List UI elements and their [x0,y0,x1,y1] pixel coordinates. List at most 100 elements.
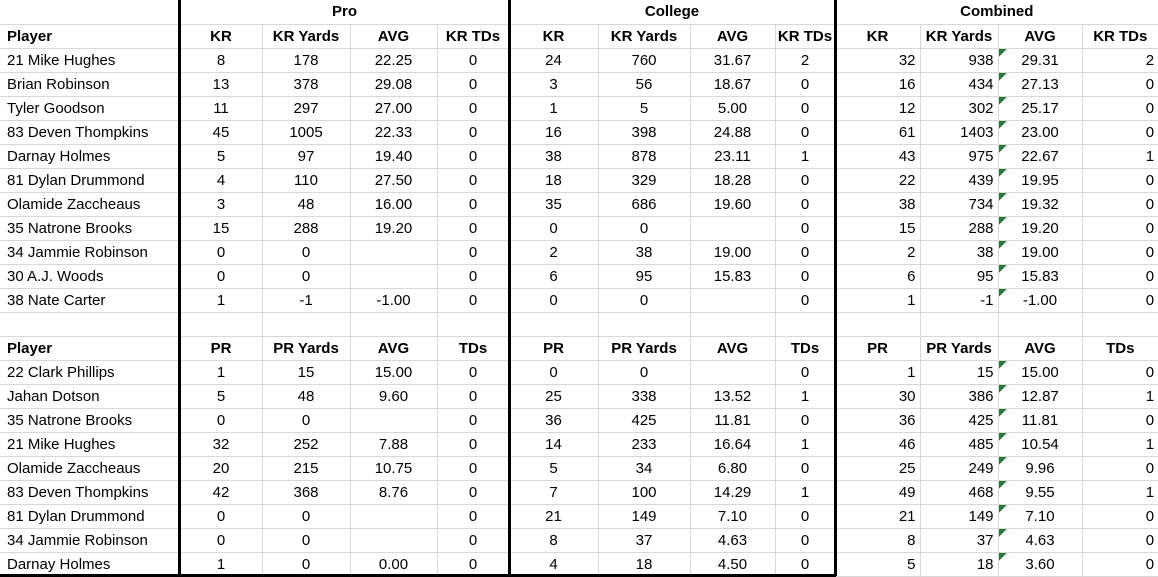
stat-cell[interactable]: 0 [437,552,510,577]
stat-cell[interactable]: 0 [262,240,351,265]
stat-cell[interactable]: 16.64 [690,432,776,457]
stat-cell[interactable]: 0 [598,360,691,385]
stat-cell[interactable]: 4 [180,168,263,193]
stat-cell[interactable]: 0 [1082,96,1158,121]
stat-cell[interactable]: 29.31 [998,48,1083,73]
stat-cell[interactable]: 34 [598,456,691,481]
stat-cell[interactable]: 0 [1082,264,1158,289]
stat-cell[interactable]: 4 [509,552,599,577]
column-header-combined-avg[interactable]: AVG [998,336,1083,361]
stat-cell[interactable]: 0 [1082,456,1158,481]
stat-cell[interactable]: 19.00 [998,240,1083,265]
column-header-combined-kr-tds[interactable]: KR TDs [1082,24,1158,49]
stat-cell[interactable]: 0 [437,504,510,529]
stat-cell[interactable]: 0 [1082,216,1158,241]
stat-cell[interactable]: 0 [437,216,510,241]
column-header-combined-pr[interactable]: PR [835,336,921,361]
stat-cell[interactable]: 15.83 [998,264,1083,289]
stat-cell[interactable]: 0.00 [350,552,438,577]
column-header-college-kr[interactable]: KR [509,24,599,49]
stat-cell[interactable]: 149 [920,504,999,529]
player-name-cell[interactable]: 35 Natrone Brooks [0,408,181,433]
stat-cell[interactable]: 15 [262,360,351,385]
stat-cell[interactable]: 0 [437,192,510,217]
stat-cell[interactable]: 46 [835,432,921,457]
stat-cell[interactable]: 0 [509,288,599,313]
stat-cell[interactable]: 4.63 [998,528,1083,553]
blank-cell[interactable] [835,312,921,337]
stat-cell[interactable]: 0 [437,432,510,457]
stat-cell[interactable]: 4.63 [690,528,776,553]
stat-cell[interactable] [690,288,776,313]
column-header-college-pr-yards[interactable]: PR Yards [598,336,691,361]
stat-cell[interactable]: 0 [775,552,836,577]
stat-cell[interactable]: 37 [920,528,999,553]
stat-cell[interactable]: 11 [180,96,263,121]
stat-cell[interactable]: 760 [598,48,691,73]
stat-cell[interactable]: 178 [262,48,351,73]
blank-cell[interactable] [180,312,263,337]
stat-cell[interactable]: 5.00 [690,96,776,121]
stat-cell[interactable]: 18.28 [690,168,776,193]
player-name-cell[interactable]: Tyler Goodson [0,96,181,121]
stat-cell[interactable] [690,360,776,385]
stat-cell[interactable]: 27.50 [350,168,438,193]
stat-cell[interactable]: 338 [598,384,691,409]
stat-cell[interactable]: 0 [775,192,836,217]
stat-cell[interactable]: 12.87 [998,384,1083,409]
column-header-pro-kr-tds[interactable]: KR TDs [437,24,510,49]
stat-cell[interactable]: 1 [509,96,599,121]
stat-cell[interactable]: 30 [835,384,921,409]
stat-cell[interactable]: 878 [598,144,691,169]
stat-cell[interactable]: 734 [920,192,999,217]
stat-cell[interactable]: 19.60 [690,192,776,217]
column-header-college-avg[interactable]: AVG [690,336,776,361]
stat-cell[interactable]: 439 [920,168,999,193]
stat-cell[interactable]: 22.25 [350,48,438,73]
stat-cell[interactable]: 686 [598,192,691,217]
stat-cell[interactable]: 38 [920,240,999,265]
player-name-cell[interactable]: Olamide Zaccheaus [0,456,181,481]
stat-cell[interactable]: 0 [262,552,351,577]
stat-cell[interactable]: 368 [262,480,351,505]
stat-cell[interactable]: 1 [1082,144,1158,169]
column-header-college-tds[interactable]: TDs [775,336,836,361]
stat-cell[interactable]: 1 [775,480,836,505]
stat-cell[interactable]: 6 [509,264,599,289]
stat-cell[interactable]: 1 [775,384,836,409]
stat-cell[interactable]: 6 [835,264,921,289]
stat-cell[interactable]: 0 [1082,552,1158,577]
stat-cell[interactable]: 1403 [920,120,999,145]
stat-cell[interactable]: 233 [598,432,691,457]
stat-cell[interactable]: 0 [437,120,510,145]
stat-cell[interactable]: 0 [775,96,836,121]
stat-cell[interactable]: 15.00 [998,360,1083,385]
player-name-cell[interactable]: Darnay Holmes [0,144,181,169]
column-header-combined-avg[interactable]: AVG [998,24,1083,49]
stat-cell[interactable]: 0 [262,504,351,529]
stat-cell[interactable]: 23.00 [998,120,1083,145]
stat-cell[interactable]: 11.81 [998,408,1083,433]
stat-cell[interactable]: 215 [262,456,351,481]
stat-cell[interactable]: 938 [920,48,999,73]
stat-cell[interactable]: 329 [598,168,691,193]
stat-cell[interactable]: 1 [180,288,263,313]
stat-cell[interactable]: 2 [835,240,921,265]
stat-cell[interactable]: 22.67 [998,144,1083,169]
stat-cell[interactable]: 1 [180,360,263,385]
stat-cell[interactable]: 25 [835,456,921,481]
stat-cell[interactable]: 27.13 [998,72,1083,97]
stat-cell[interactable]: 0 [437,384,510,409]
player-name-cell[interactable]: 21 Mike Hughes [0,432,181,457]
stat-cell[interactable]: 288 [262,216,351,241]
stat-cell[interactable]: 21 [509,504,599,529]
stat-cell[interactable]: 0 [1082,504,1158,529]
stat-cell[interactable]: 0 [437,144,510,169]
stat-cell[interactable]: 425 [920,408,999,433]
stat-cell[interactable]: 8 [180,48,263,73]
stat-cell[interactable]: 5 [180,144,263,169]
stat-cell[interactable]: 18 [598,552,691,577]
stat-cell[interactable]: 0 [775,216,836,241]
stat-cell[interactable]: 22 [835,168,921,193]
player-name-cell[interactable]: 22 Clark Phillips [0,360,181,385]
